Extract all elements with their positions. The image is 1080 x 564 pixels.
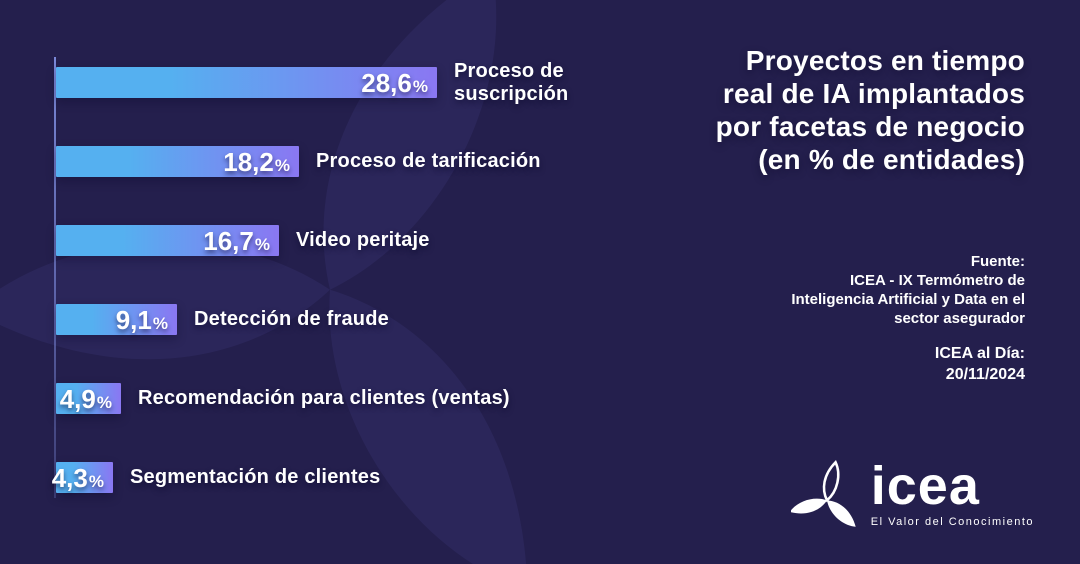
bar-row: 4,9% Recomendación para clientes (ventas… (56, 359, 666, 438)
bar-row: 18,2% Proceso de tarificación (56, 122, 666, 201)
percent-sign: % (152, 313, 168, 333)
source-text: Fuente: ICEA - IX Termómetro de Intelige… (791, 253, 1025, 327)
bar-value-label: 4,3% (51, 462, 104, 493)
bar-row: 4,3% Segmentación de clientes (52, 438, 666, 517)
percent-sign: % (412, 76, 428, 96)
icea-pinwheel-icon (790, 460, 856, 527)
bar-category-label: Video peritaje (296, 229, 430, 251)
bar: 16,7% (56, 225, 279, 256)
bar-value-label: 16,7% (203, 225, 270, 256)
bar: 4,9% (56, 383, 121, 414)
bar-category-label: Proceso de tarificación (316, 150, 541, 172)
bar: 9,1% (56, 304, 177, 335)
bar-category-label: Detección de fraude (194, 308, 389, 330)
y-axis-line (54, 57, 56, 498)
bar-row: 9,1% Detección de fraude (56, 280, 666, 359)
percent-sign: % (96, 392, 112, 412)
bar-chart: 28,6% Proceso de suscripción 18,2% Proce… (52, 43, 666, 517)
percent-sign: % (254, 234, 270, 254)
bar-row: 28,6% Proceso de suscripción (56, 43, 666, 122)
bar-row: 16,7% Video peritaje (56, 201, 666, 280)
bar: 18,2% (56, 146, 299, 177)
bar-category-label: Recomendación para clientes (ventas) (138, 387, 510, 409)
percent-sign: % (88, 471, 104, 491)
page-title: Proyectos en tiempo real de IA implantad… (715, 45, 1025, 175)
bar-category-label: Proceso de suscripción (454, 59, 569, 105)
icea-logo: icea El Valor del Conocimiento (790, 455, 1034, 534)
bar-value-label: 9,1% (115, 304, 168, 335)
percent-sign: % (274, 155, 290, 175)
bar: 4,3% (52, 462, 113, 493)
icea-logo-text: icea El Valor del Conocimiento (870, 455, 1034, 529)
bar: 28,6% (56, 67, 437, 98)
icea-tagline: El Valor del Conocimiento (870, 516, 1034, 529)
bar-value-label: 18,2% (223, 146, 290, 177)
bar-value-label: 4,9% (59, 383, 112, 414)
bar-value-label: 28,6% (361, 67, 428, 98)
bar-category-label: Segmentación de clientes (130, 466, 381, 488)
icea-wordmark: icea (870, 455, 980, 516)
icea-al-dia-date: ICEA al Día: 20/11/2024 (934, 345, 1025, 383)
